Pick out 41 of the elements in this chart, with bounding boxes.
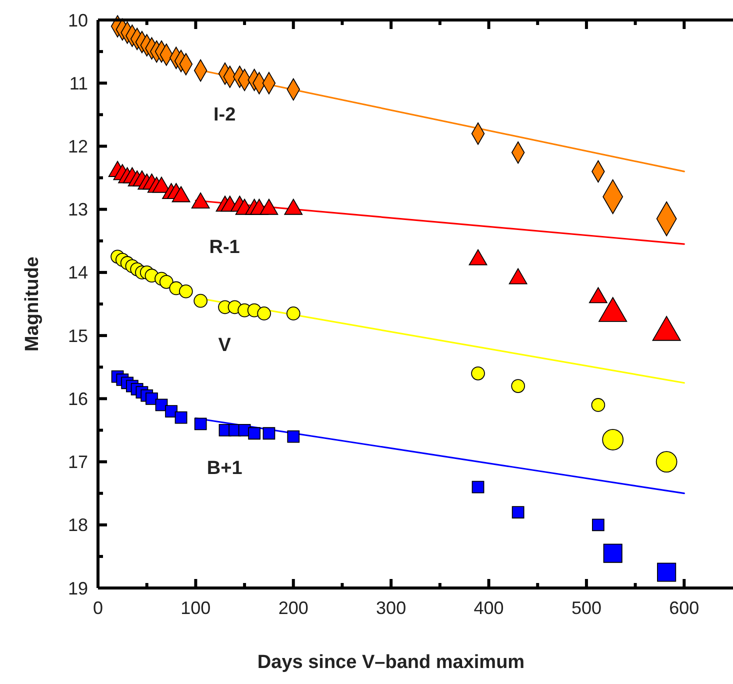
series-label: I-2 <box>213 104 236 126</box>
point <box>286 306 300 320</box>
point <box>287 430 300 443</box>
x-tick-label: 300 <box>376 598 406 618</box>
x-tick-label: 0 <box>92 598 104 618</box>
point <box>194 294 208 308</box>
series-label: V <box>218 334 232 356</box>
point <box>178 284 193 298</box>
point <box>511 379 526 393</box>
point <box>257 306 272 320</box>
x-tick-label: 500 <box>571 598 602 618</box>
x-tick-label: 200 <box>278 598 308 618</box>
y-tick-label: 17 <box>68 452 88 472</box>
point <box>591 398 606 412</box>
y-axis-title: Magnitude <box>22 256 43 352</box>
y-tick-label: 16 <box>68 388 88 409</box>
point <box>248 427 260 440</box>
point <box>471 366 485 380</box>
x-axis-title: Days since V–band maximum <box>257 652 525 673</box>
y-tick-label: 10 <box>68 10 88 30</box>
point <box>194 418 207 430</box>
y-tick-label: 12 <box>68 136 88 157</box>
point <box>592 518 604 532</box>
y-tick-label: 18 <box>68 515 88 536</box>
x-tick-label: 600 <box>669 598 700 618</box>
point <box>472 480 484 494</box>
y-tick-label: 15 <box>68 326 88 346</box>
point <box>262 427 276 440</box>
point <box>146 392 158 405</box>
point <box>159 274 174 289</box>
x-tick-label: 400 <box>474 598 504 618</box>
point <box>512 506 524 518</box>
y-tick-label: 11 <box>69 73 88 94</box>
x-tick-label: 100 <box>180 598 211 618</box>
point <box>174 411 188 424</box>
y-tick-label: 14 <box>68 262 88 283</box>
point <box>165 405 178 418</box>
y-tick-label: 19 <box>68 578 88 598</box>
y-tick-label: 13 <box>68 200 88 220</box>
series-label: R-1 <box>209 237 240 258</box>
series-label: B+1 <box>206 458 243 479</box>
